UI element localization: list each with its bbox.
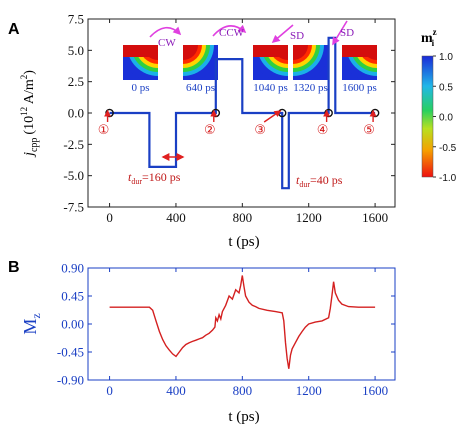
panel-b-chart: 0 400 800 1200 1600 0.90 0.45 0.00 -0.45 -0.90 Mz… <box>20 261 396 425</box>
panel-letter-b: B <box>8 259 20 276</box>
snapshot-time-label: 640 ps <box>186 82 215 94</box>
panel-b-xlabel: t (ps) <box>228 409 259 425</box>
state-arrow-3 <box>263 110 282 123</box>
panel-a-ylabel: jcpp(1012 A/m2) <box>19 70 40 158</box>
ccw-arc-arrow <box>212 24 247 37</box>
colorbar-tick-label: 1.0 <box>439 52 453 63</box>
panel-b-ytick-label: 0.90 <box>61 261 84 276</box>
snapshot-2: 640 ps <box>183 45 218 94</box>
panel-b-ytick-label: 0.45 <box>61 289 84 304</box>
colorbar-tick-label: 0.0 <box>439 113 453 124</box>
panel-b-ylabel: Mz <box>20 313 43 334</box>
panel-b-xtick-label: 0 <box>106 383 113 398</box>
state-number-2: ② <box>204 122 216 137</box>
snapshot-1: 0 ps <box>123 45 158 94</box>
panel-a-current-line <box>109 36 376 190</box>
panel-a-ytick-label: 0.0 <box>68 106 84 121</box>
snapshot-time-label: 1320 ps <box>293 82 328 94</box>
panel-a-ytick-label: 2.5 <box>68 74 84 89</box>
panel-b-ytick-label: 0.00 <box>61 317 84 332</box>
panel-b-xtick-label: 1600 <box>362 383 388 398</box>
sd2-label: SD <box>340 27 354 39</box>
ccw-label: CCW <box>219 27 245 39</box>
panel-a-xtick-label: 0 <box>106 210 113 225</box>
panel-a-ytick-label: -5.0 <box>63 168 84 183</box>
panel-a-ticks: 0 400 800 1200 1600 7.5 5.0 2.5 0.0 -2.5 -5.0 -7.5 <box>63 12 395 225</box>
colorbar-gradient <box>421 55 434 178</box>
panel-b-ticks: 0 400 800 1200 1600 0.90 0.45 0.00 -0.45 -0.90 <box>57 261 395 398</box>
state-number-4: ④ <box>317 122 329 137</box>
colorbar-title: mz i <box>421 27 437 48</box>
panel-a-ytick-label: -2.5 <box>63 137 84 152</box>
sd1-label: SD <box>290 30 304 42</box>
panel-b-ytick-label: -0.90 <box>57 373 84 388</box>
state-number-1: ① <box>98 122 110 137</box>
colorbar-tick-label: 0.5 <box>439 82 453 93</box>
panel-a-chart: 0 400 800 1200 16007.55.02.50.0-2.5-5.0-7.5 … <box>19 12 396 250</box>
snapshot-time-label: 1040 ps <box>253 82 288 94</box>
colorbar-tick-label: -1.0 <box>439 173 457 184</box>
snapshot-4: 1320 ps <box>293 45 328 94</box>
sd2-arrow <box>332 20 348 46</box>
panel-a-xtick-label: 400 <box>166 210 186 225</box>
colorbar-ticks: 1.0 0.5 0.0 -0.5 -1.0 <box>433 52 457 184</box>
cw-arc-arrow <box>149 26 182 38</box>
panel-b-mz-line <box>109 275 376 369</box>
panel-a-markers: ① ② ③ ④ ⑤ <box>98 108 380 137</box>
panel-a-xlabel: t (ps) <box>228 234 259 250</box>
panel-a-xtick-label: 800 <box>233 210 253 225</box>
snapshot-3: 1040 ps <box>253 45 288 94</box>
snapshot-time-label: 0 ps <box>131 82 149 94</box>
panel-a-ytick-label: 7.5 <box>68 12 84 27</box>
sd1-arrow <box>271 24 294 44</box>
panel-a-ytick-label: -7.5 <box>63 200 84 215</box>
panel-a-xtick-label: 1200 <box>296 210 322 225</box>
state-number-5: ⑤ <box>363 122 375 137</box>
panel-letter-a: A <box>8 21 20 38</box>
panel-b-xtick-label: 800 <box>233 383 253 398</box>
snapshot-5: 1600 ps <box>342 45 377 94</box>
state-number-3: ③ <box>254 122 266 137</box>
panel-b-ytick-label: -0.45 <box>57 345 84 360</box>
cw-label: CW <box>158 37 176 49</box>
panel-a-ytick-label: 5.0 <box>68 43 84 58</box>
colorbar: mz i 1.0 0.5 0.0 -0.5 -1.0 <box>421 27 457 184</box>
snapshot-time-label: 1600 ps <box>342 82 377 94</box>
panel-a-snapshots: 0 ps 640 ps 1040 ps 1320 ps 1600 ps <box>123 45 377 94</box>
panel-b-xtick-label: 400 <box>166 383 186 398</box>
colorbar-tick-label: -0.5 <box>439 143 457 154</box>
tdur1-label: tdur=160 ps <box>128 170 181 186</box>
panel-b-xtick-label: 1200 <box>296 383 322 398</box>
panel-a-xtick-label: 1600 <box>362 210 388 225</box>
tdur2-label: tdur=40 ps <box>296 173 343 189</box>
